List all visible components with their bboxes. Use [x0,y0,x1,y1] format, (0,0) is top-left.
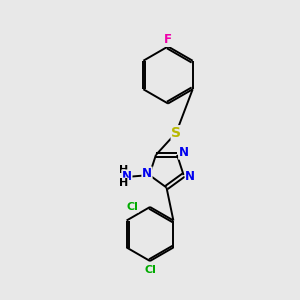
Text: N: N [142,167,152,180]
Text: N: N [185,170,195,183]
Text: H: H [119,165,128,175]
Text: F: F [164,33,172,46]
Text: N: N [179,146,189,159]
Text: Cl: Cl [127,202,139,212]
Text: S: S [171,126,181,140]
Text: Cl: Cl [144,265,156,275]
Text: H: H [119,178,128,188]
Text: N: N [122,170,132,183]
